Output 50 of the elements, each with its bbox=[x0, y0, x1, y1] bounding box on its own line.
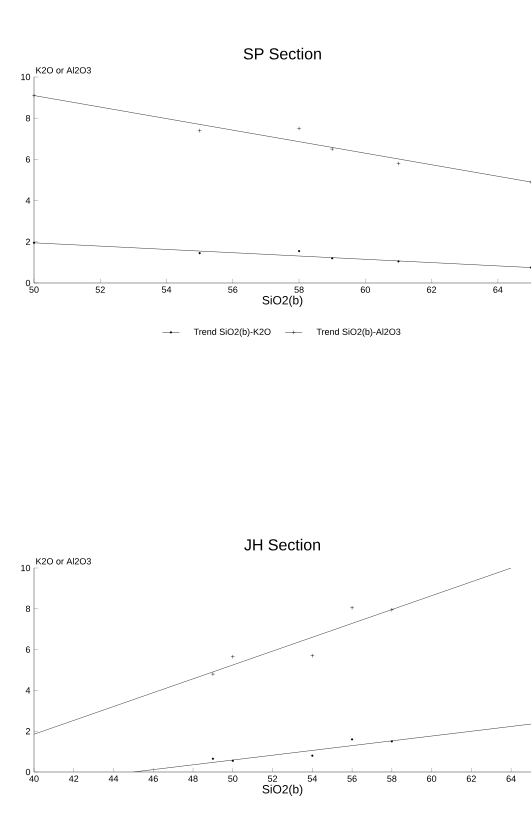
y-tick-label: 8 bbox=[26, 115, 30, 122]
y-tick-label: 4 bbox=[26, 687, 30, 694]
x-tick-label: 54 bbox=[162, 286, 172, 293]
point bbox=[330, 147, 334, 152]
point bbox=[198, 128, 202, 133]
point bbox=[390, 608, 394, 612]
y-tick-label: 0 bbox=[26, 280, 30, 286]
x-tick-label: 62 bbox=[466, 776, 476, 782]
legend-label: Trend SiO2(b)-Al2O3 bbox=[316, 328, 400, 337]
point bbox=[310, 654, 314, 658]
x-tick-label: 44 bbox=[108, 776, 118, 782]
x-tick-label: 58 bbox=[387, 776, 396, 782]
x-tick-label: 56 bbox=[347, 776, 357, 782]
y-tick-label: 10 bbox=[21, 74, 30, 80]
x-tick-label: 50 bbox=[29, 286, 39, 293]
x-tick-label: 52 bbox=[268, 776, 278, 782]
x-tick-label: 42 bbox=[68, 776, 78, 782]
x-tick-label: 64 bbox=[506, 776, 516, 782]
point bbox=[230, 654, 235, 659]
x-tick-label: 52 bbox=[96, 286, 105, 293]
y-tick-label: 10 bbox=[21, 564, 30, 572]
x-axis-title: SiO2(b) bbox=[262, 784, 302, 796]
point bbox=[396, 162, 400, 166]
y-axis-title: K2O or Al2O3 bbox=[36, 558, 91, 564]
y-tick-label: 4 bbox=[26, 198, 30, 204]
point bbox=[210, 672, 215, 676]
x-tick-label: 62 bbox=[427, 286, 436, 293]
legend-label: Trend SiO2(b)-K2O bbox=[194, 328, 271, 337]
x-tick-label: 54 bbox=[308, 776, 318, 782]
x-tick-label: 50 bbox=[228, 776, 238, 782]
x-tick-label: 56 bbox=[228, 286, 238, 293]
x-tick-label: 40 bbox=[29, 776, 39, 782]
x-tick-label: 58 bbox=[294, 286, 304, 293]
y-axis-title: K2O or Al2O3 bbox=[36, 66, 91, 74]
x-axis-title: SiO2(b) bbox=[262, 296, 302, 307]
y-tick-label: 8 bbox=[26, 606, 30, 612]
y-tick-label: 2 bbox=[26, 728, 30, 734]
point bbox=[297, 126, 302, 130]
x-tick-label: 60 bbox=[427, 776, 436, 782]
x-tick-label: 60 bbox=[360, 286, 370, 293]
point bbox=[350, 606, 354, 610]
x-tick-label: 46 bbox=[148, 776, 158, 782]
x-tick-label: 48 bbox=[188, 776, 198, 782]
chart-title: SP Section bbox=[244, 48, 321, 60]
chart-title: JH Section bbox=[244, 538, 320, 550]
y-tick-label: 6 bbox=[26, 646, 30, 653]
y-tick-label: 0 bbox=[26, 768, 30, 776]
y-tick-label: 6 bbox=[26, 156, 30, 163]
y-tick-label: 2 bbox=[26, 238, 30, 245]
x-tick-label: 64 bbox=[493, 286, 503, 293]
